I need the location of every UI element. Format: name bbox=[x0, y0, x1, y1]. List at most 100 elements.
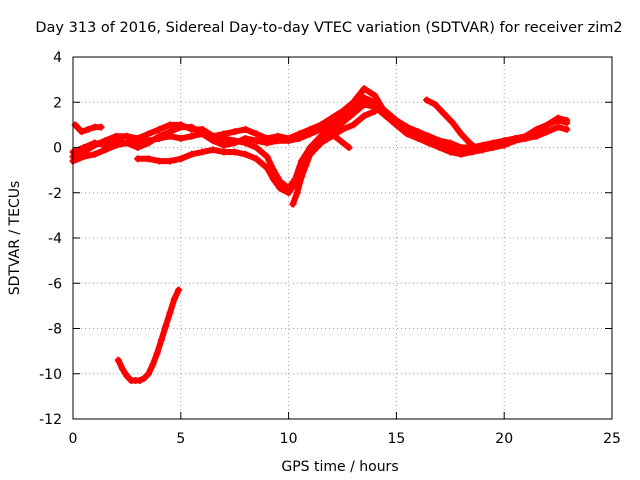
data-point bbox=[360, 94, 368, 102]
data-point bbox=[188, 123, 196, 131]
data-point bbox=[241, 139, 249, 147]
series-band bbox=[115, 287, 182, 384]
data-point bbox=[252, 155, 260, 163]
data-point bbox=[425, 139, 433, 147]
data-point bbox=[241, 150, 249, 158]
data-point bbox=[175, 286, 183, 294]
x-tick-labels: 0 5 10 15 20 25 bbox=[69, 431, 621, 447]
y-tick-label: 4 bbox=[53, 50, 62, 66]
series-band bbox=[289, 130, 352, 208]
data-point bbox=[263, 164, 271, 172]
data-point bbox=[162, 322, 170, 330]
data-point bbox=[328, 119, 336, 127]
data-point bbox=[231, 148, 239, 156]
data-point bbox=[554, 123, 562, 131]
data-point bbox=[431, 101, 439, 109]
data-point bbox=[489, 144, 497, 151]
data-point bbox=[457, 150, 465, 158]
data-point bbox=[209, 132, 217, 140]
data-point bbox=[263, 139, 271, 147]
x-tick-label: 5 bbox=[176, 431, 185, 447]
data-point bbox=[157, 336, 165, 344]
data-point bbox=[220, 134, 228, 142]
data-point bbox=[177, 155, 185, 163]
data-point bbox=[423, 96, 431, 104]
data-point bbox=[349, 121, 357, 129]
data-point bbox=[306, 150, 314, 158]
data-point bbox=[336, 137, 344, 145]
data-point bbox=[177, 123, 185, 131]
data-point bbox=[144, 130, 152, 138]
data-point bbox=[457, 144, 465, 151]
y-tick-labels: -12 -10 -8 -6 -4 -2 0 2 4 bbox=[39, 50, 62, 428]
y-tick-label: -10 bbox=[39, 367, 62, 383]
data-point bbox=[91, 150, 99, 158]
data-point bbox=[241, 125, 249, 133]
data-point bbox=[112, 141, 120, 149]
axis-ticks bbox=[72, 56, 613, 420]
data-point bbox=[220, 141, 228, 149]
data-point bbox=[274, 137, 282, 145]
data-point bbox=[349, 110, 357, 118]
data-point bbox=[339, 112, 346, 120]
data-point bbox=[252, 137, 260, 145]
data-point bbox=[149, 361, 157, 369]
data-point bbox=[298, 173, 306, 181]
data-point bbox=[252, 130, 260, 138]
data-point bbox=[166, 309, 174, 317]
data-point bbox=[360, 112, 368, 120]
chart-title: Day 313 of 2016, Sidereal Day-to-day VTE… bbox=[35, 20, 622, 36]
data-point bbox=[317, 125, 325, 133]
data-point bbox=[166, 132, 174, 140]
data-point bbox=[198, 148, 206, 156]
data-point bbox=[177, 134, 185, 142]
y-axis-title: SDTVAR / TECUs bbox=[7, 181, 23, 296]
data-point bbox=[543, 121, 551, 129]
data-point bbox=[468, 148, 476, 156]
x-tick-label: 15 bbox=[387, 431, 405, 447]
data-point bbox=[114, 356, 122, 364]
data-point bbox=[289, 200, 297, 208]
series-track-h bbox=[114, 286, 183, 385]
data-point bbox=[155, 134, 163, 142]
data-point bbox=[231, 137, 239, 145]
y-tick-label: 0 bbox=[53, 141, 62, 157]
x-axis-title: GPS time / hours bbox=[281, 459, 398, 475]
data-point bbox=[263, 153, 271, 161]
data-point bbox=[123, 372, 131, 380]
data-point bbox=[345, 144, 353, 151]
data-point bbox=[446, 139, 454, 147]
data-point bbox=[123, 132, 131, 140]
data-point bbox=[446, 148, 454, 156]
data-point bbox=[339, 125, 346, 133]
y-tick-label: -6 bbox=[48, 276, 62, 292]
data-point bbox=[414, 132, 422, 140]
x-tick-label: 20 bbox=[495, 431, 513, 447]
series-track-g bbox=[423, 96, 482, 154]
data-point bbox=[78, 128, 86, 136]
data-point bbox=[403, 128, 411, 136]
data-point bbox=[119, 365, 127, 373]
data-point bbox=[360, 101, 368, 109]
data-point bbox=[371, 107, 379, 115]
data-point bbox=[328, 130, 336, 138]
data-point bbox=[392, 121, 400, 129]
data-point bbox=[84, 125, 92, 133]
series-track-f bbox=[289, 130, 353, 208]
data-point bbox=[511, 137, 519, 145]
data-point bbox=[144, 155, 152, 163]
data-point bbox=[134, 144, 142, 151]
data-point bbox=[285, 189, 293, 197]
data-point bbox=[371, 91, 379, 99]
data-point bbox=[97, 123, 105, 131]
data-point bbox=[220, 148, 228, 156]
y-tick-label: -8 bbox=[48, 322, 62, 338]
data-point bbox=[563, 125, 571, 133]
data-point bbox=[522, 132, 530, 140]
data-point bbox=[533, 125, 541, 133]
data-point bbox=[134, 155, 142, 163]
y-tick-label: -12 bbox=[39, 412, 62, 428]
data-point bbox=[91, 139, 99, 147]
data-point bbox=[349, 103, 357, 111]
